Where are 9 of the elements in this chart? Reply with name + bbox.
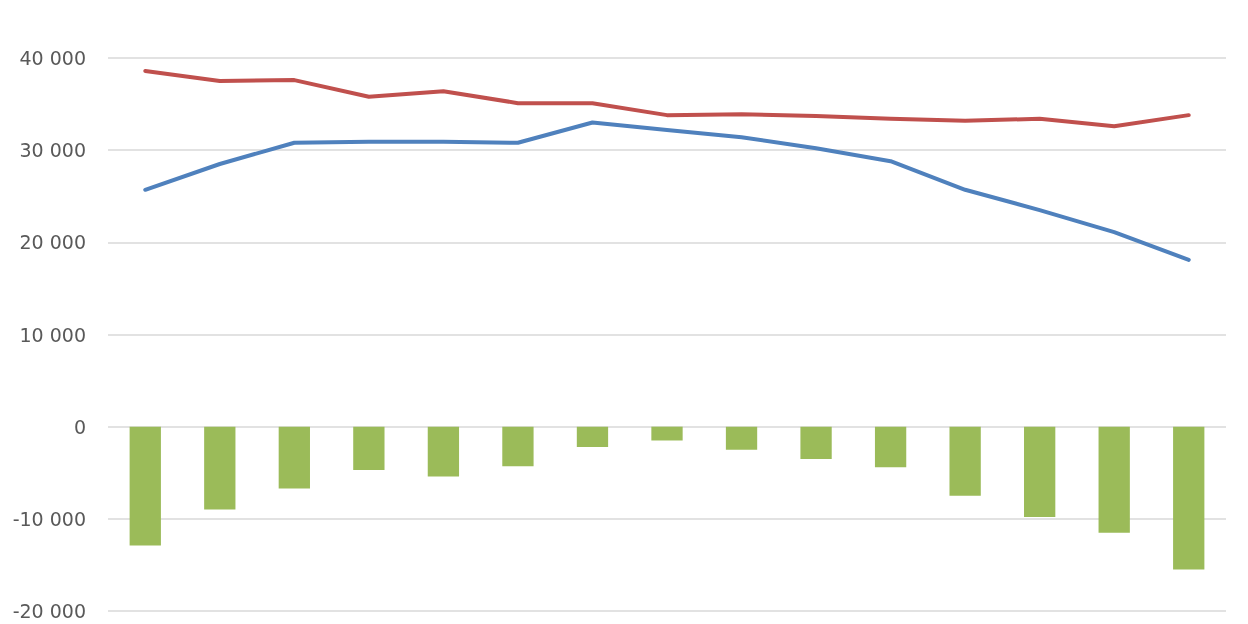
y-tick-label: 10 000 <box>19 323 86 346</box>
line-series <box>143 120 1191 262</box>
y-tick-label: 40 000 <box>19 47 86 69</box>
y-tick-label: -20 000 <box>12 600 86 622</box>
y-tick-label: 0 <box>73 415 86 438</box>
y-tick-label: -10 000 <box>12 507 86 530</box>
y-tick-label: 30 000 <box>19 139 86 162</box>
line-series <box>143 68 1191 129</box>
y-tick-label: 20 000 <box>19 231 86 254</box>
